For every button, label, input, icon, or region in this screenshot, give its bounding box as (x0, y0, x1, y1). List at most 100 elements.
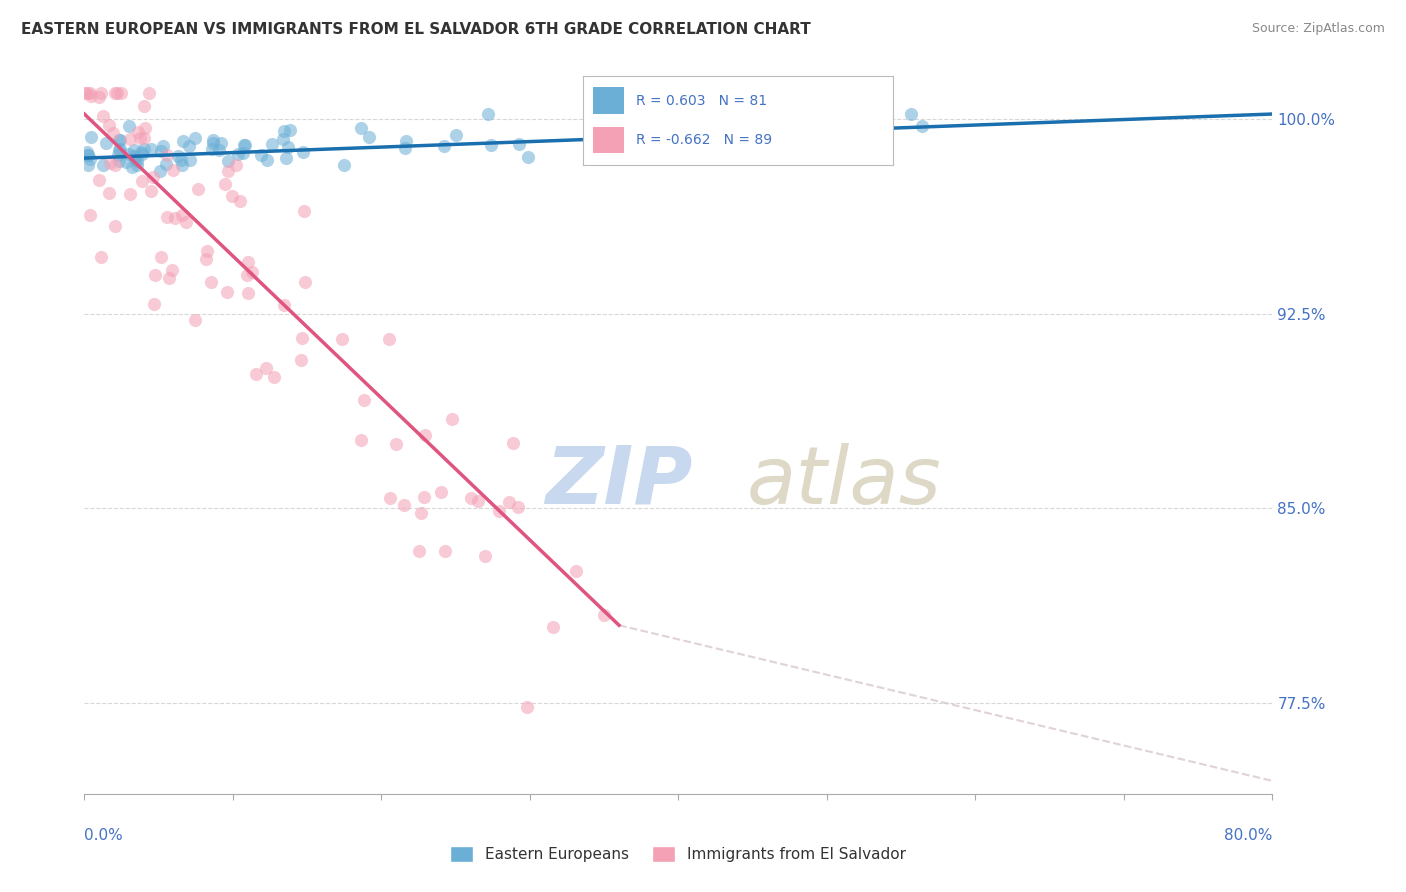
Point (91, 109, 114, 123)
Point (353, 392, 375, 407)
Point (77, 148, 100, 162)
Point (129, 145, 152, 159)
Point (156, 210, 179, 224)
Point (240, 265, 263, 279)
Point (378, 332, 401, 346)
Point (98, 156, 121, 170)
Point (292, 204, 315, 219)
Point (132, 131, 155, 145)
Point (121, 160, 143, 174)
Point (900, 107, 922, 121)
Point (73, 87, 96, 101)
Point (254, 361, 277, 376)
Point (233, 137, 256, 152)
Point (408, 543, 430, 558)
Point (686, 124, 709, 138)
Point (167, 149, 190, 163)
Point (290, 352, 312, 367)
Point (434, 544, 457, 558)
Point (263, 370, 285, 384)
Point (444, 128, 467, 142)
Text: Source: ZipAtlas.com: Source: ZipAtlas.com (1251, 22, 1385, 36)
Point (94, 136, 117, 150)
Text: R = -0.662   N = 89: R = -0.662 N = 89 (636, 133, 772, 147)
Point (395, 134, 418, 148)
Point (79, 208, 101, 222)
Point (236, 255, 259, 269)
Point (333, 158, 356, 172)
Point (411, 506, 433, 520)
Point (217, 285, 239, 300)
Point (118, 187, 141, 202)
Point (440, 412, 463, 426)
Point (90, 87, 112, 101)
Point (107, 153, 129, 168)
Point (107, 133, 129, 147)
Point (150, 250, 173, 264)
Point (565, 565, 588, 579)
Point (477, 107, 499, 121)
Point (110, 87, 132, 101)
Point (221, 189, 243, 203)
Point (770, 125, 793, 139)
Point (214, 177, 236, 191)
Point (142, 297, 165, 311)
Point (149, 164, 172, 178)
Point (273, 298, 295, 312)
Point (183, 131, 205, 145)
Text: R = 0.603   N = 81: R = 0.603 N = 81 (636, 94, 768, 108)
Point (229, 194, 252, 209)
Point (209, 136, 232, 151)
Legend: Eastern Europeans, Immigrants from El Salvador: Eastern Europeans, Immigrants from El Sa… (444, 840, 912, 868)
Point (380, 491, 402, 506)
Point (238, 285, 260, 300)
Point (124, 152, 146, 166)
Point (79, 153, 101, 167)
Point (413, 428, 436, 442)
Point (508, 136, 530, 151)
Text: EASTERN EUROPEAN VS IMMIGRANTS FROM EL SALVADOR 6TH GRADE CORRELATION CHART: EASTERN EUROPEAN VS IMMIGRANTS FROM EL S… (21, 22, 811, 37)
Point (172, 134, 194, 148)
Point (413, 490, 436, 504)
Point (232, 137, 254, 152)
Point (868, 120, 890, 135)
Point (76, 87, 98, 101)
Text: atlas: atlas (747, 442, 941, 521)
Point (271, 132, 294, 146)
Point (201, 142, 224, 156)
Point (170, 158, 193, 172)
Point (157, 271, 180, 285)
Point (127, 158, 149, 172)
Point (90, 250, 112, 264)
Point (110, 142, 132, 156)
Point (385, 436, 408, 450)
Point (187, 182, 209, 196)
Point (350, 433, 373, 447)
Point (142, 169, 165, 184)
Point (200, 275, 222, 289)
Point (183, 312, 205, 326)
Point (122, 143, 145, 157)
Point (232, 146, 254, 161)
Point (474, 549, 496, 564)
Point (118, 120, 141, 134)
Point (217, 154, 239, 169)
Point (277, 140, 299, 154)
Text: 0.0%: 0.0% (84, 828, 124, 843)
Point (294, 275, 316, 289)
Point (330, 332, 353, 346)
Point (87, 90, 110, 104)
Point (291, 331, 314, 345)
Point (170, 153, 193, 168)
Point (80, 130, 103, 145)
Point (280, 122, 302, 136)
Point (516, 700, 538, 714)
Point (350, 120, 373, 135)
Point (138, 87, 160, 101)
Point (105, 87, 128, 101)
Point (141, 142, 163, 156)
Point (860, 118, 883, 132)
Point (80, 88, 103, 103)
Point (125, 153, 148, 168)
Text: 80.0%: 80.0% (1225, 828, 1272, 843)
